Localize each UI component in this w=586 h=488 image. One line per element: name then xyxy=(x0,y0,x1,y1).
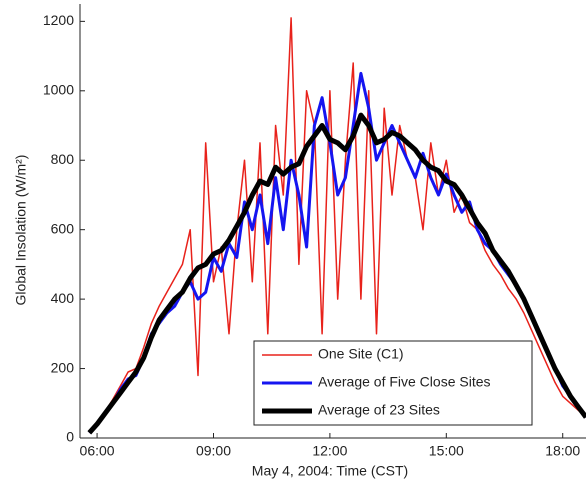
x-tick-label: 06:00 xyxy=(80,443,115,459)
x-tick-label: 09:00 xyxy=(196,443,231,459)
y-tick-label: 1200 xyxy=(43,12,74,28)
series-line xyxy=(87,112,586,435)
y-tick-label: 1000 xyxy=(43,82,74,98)
legend-label: Average of 23 Sites xyxy=(318,402,440,418)
x-axis-label: May 4, 2004: Time (CST) xyxy=(252,463,408,479)
y-tick-label: 200 xyxy=(51,359,75,375)
y-tick-label: 400 xyxy=(51,290,75,306)
legend-label: Average of Five Close Sites xyxy=(318,374,491,390)
y-tick-label: 800 xyxy=(51,151,75,167)
x-tick-label: 12:00 xyxy=(312,443,347,459)
x-tick-label: 18:00 xyxy=(545,443,580,459)
legend-label: One Site (C1) xyxy=(318,346,404,362)
x-tick-label: 15:00 xyxy=(429,443,464,459)
series-line xyxy=(88,17,586,434)
y-axis-label: Global Insolation (W/m²) xyxy=(13,155,29,306)
y-tick-label: 600 xyxy=(51,220,75,236)
y-tick-label: 0 xyxy=(66,429,74,445)
